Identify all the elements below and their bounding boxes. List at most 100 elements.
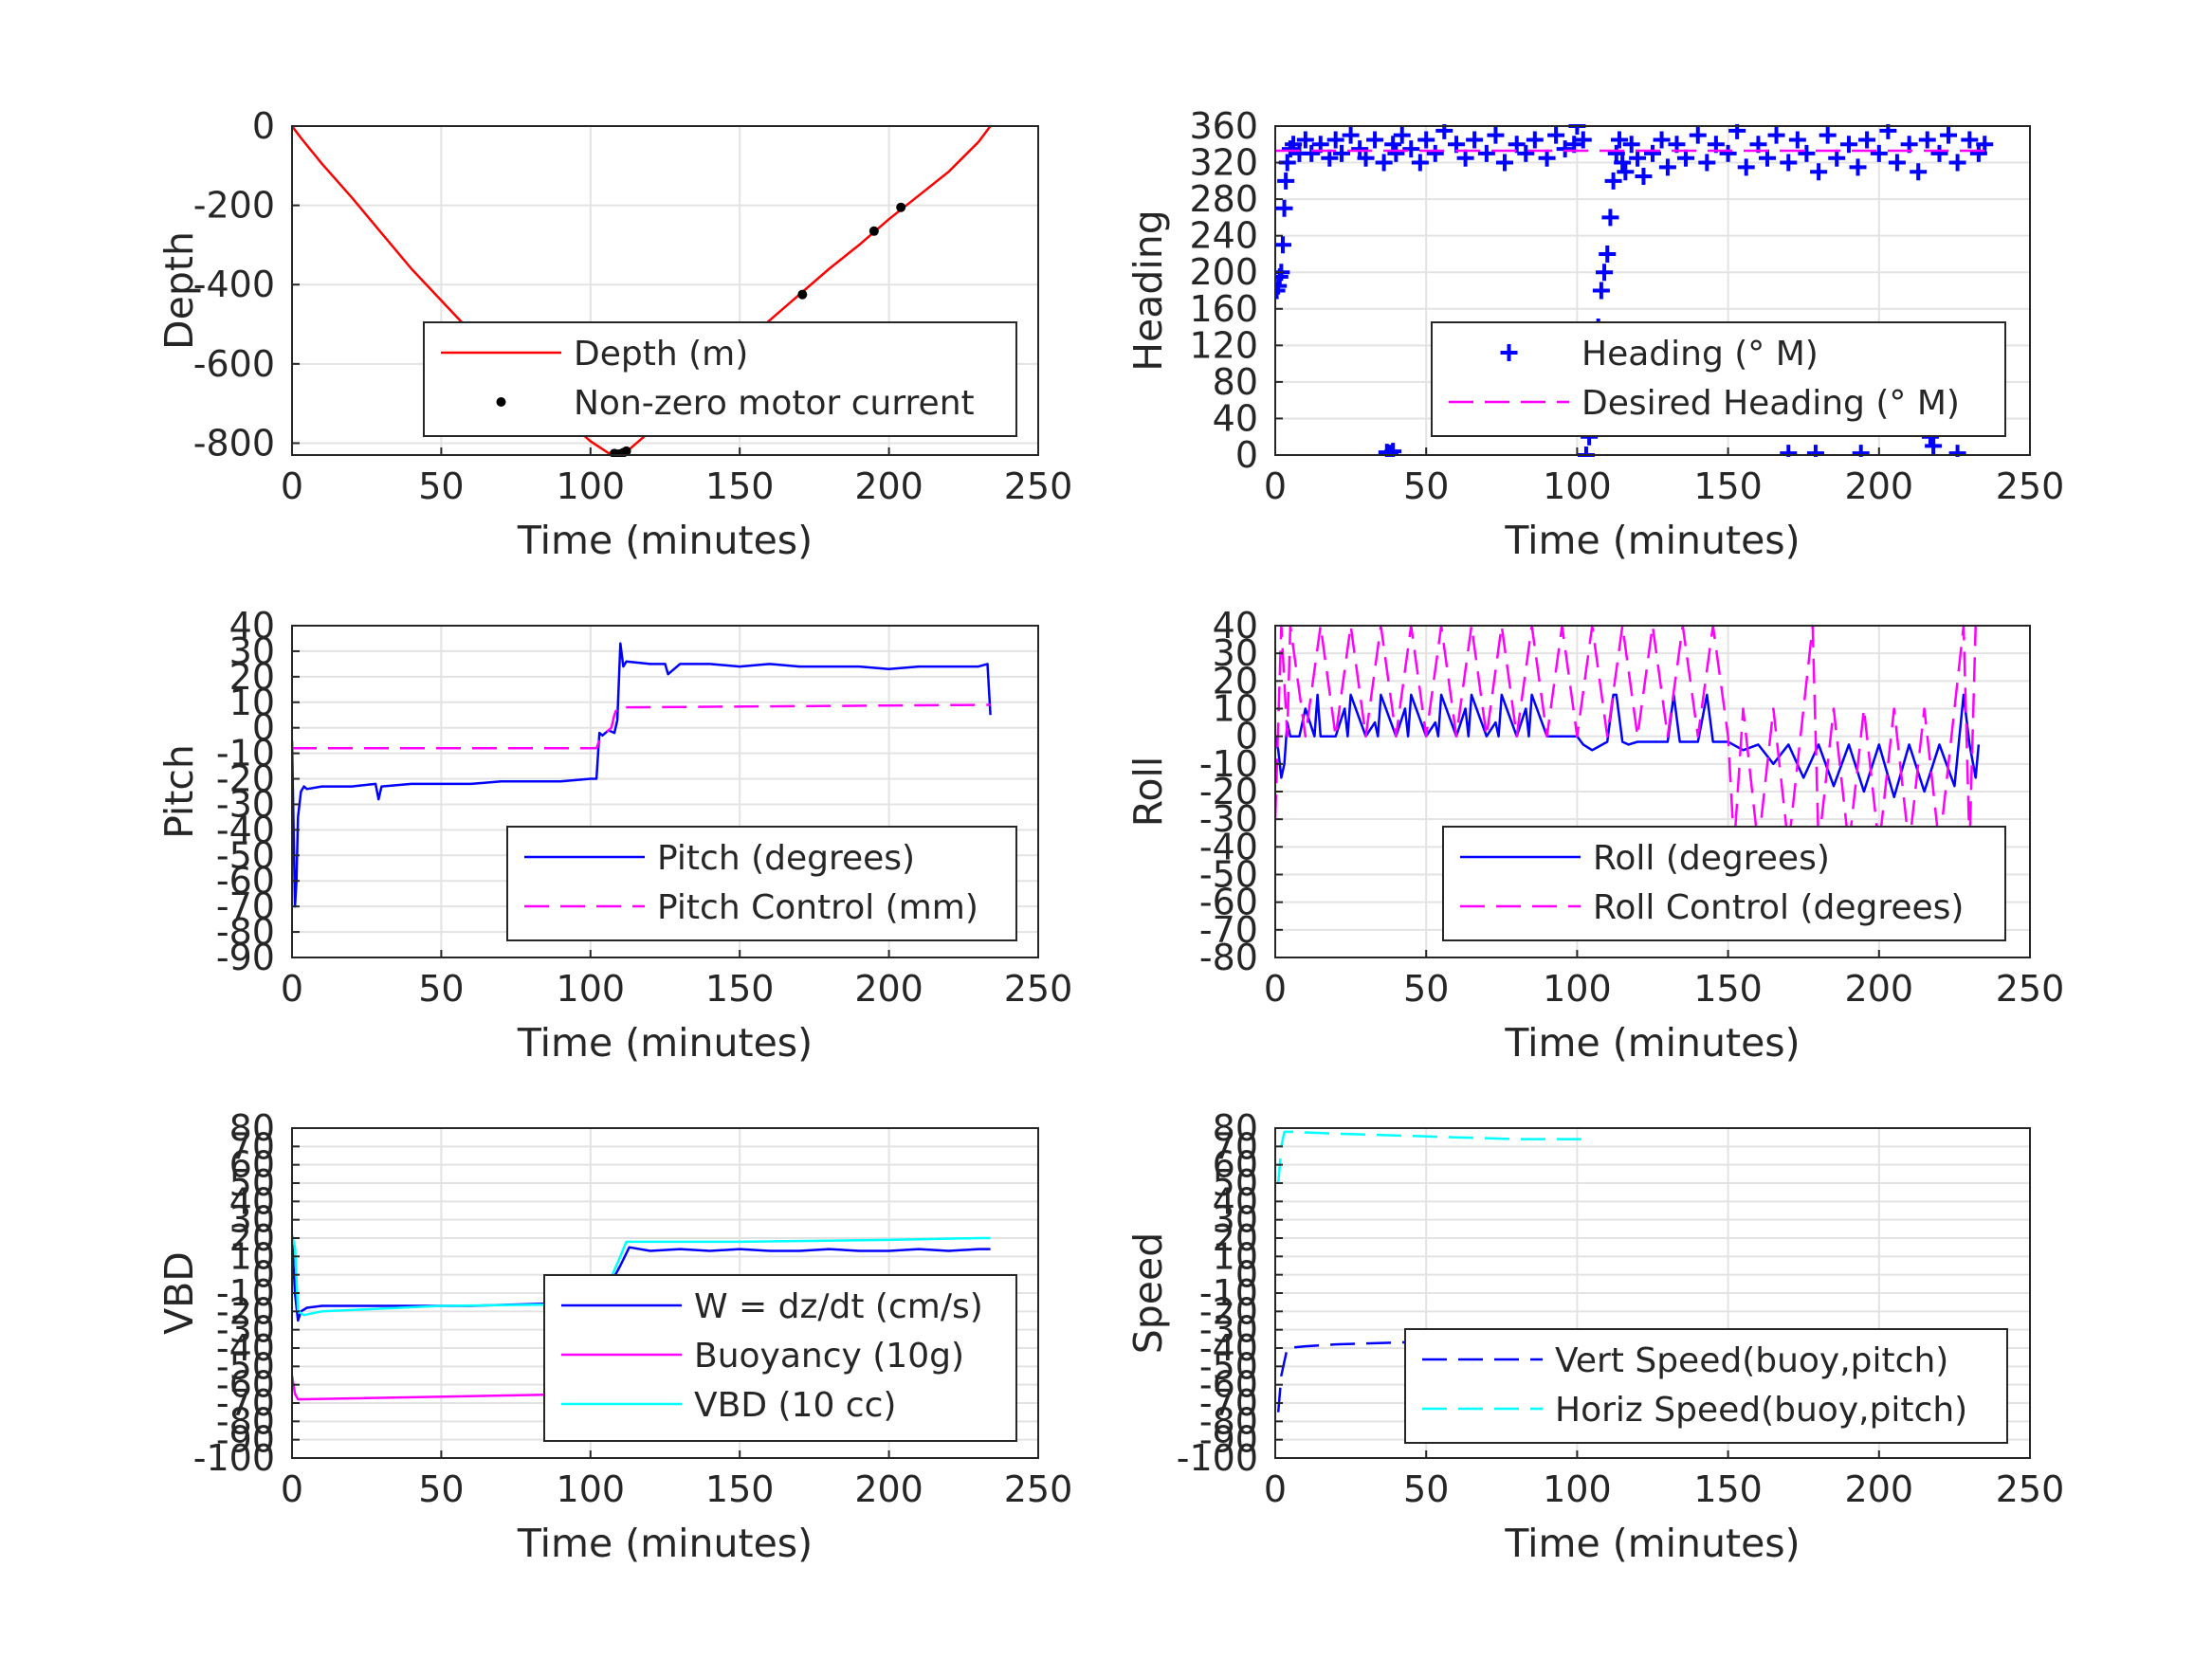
speed-x-tick-label: 150 (1693, 1468, 1763, 1510)
heading-series-0-point (1798, 144, 1816, 162)
heading-legend: Heading (° M) Desired Heading (° M) (1431, 321, 2006, 437)
heading-series-0-point (1592, 282, 1610, 300)
heading-series-0-point (1780, 154, 1798, 172)
heading-series-0-point (1910, 163, 1928, 181)
heading-series-0-point (1858, 131, 1876, 149)
pitch-legend-entry-1-label: Pitch Control (mm) (657, 888, 978, 927)
heading-y-tick-label: 280 (1189, 178, 1258, 220)
depth-x-tick-label: 250 (1004, 465, 1073, 507)
roll-series-1-line (1275, 624, 1977, 848)
pitch-x-tick-label: 250 (1004, 968, 1073, 1010)
heading-x-axis-label: Time (minutes) (1504, 518, 1800, 563)
pitch-data (292, 642, 992, 908)
heading-series-0-point (1839, 136, 1857, 154)
roll-y-tick-label: -80 (1199, 937, 1258, 978)
heading-axes-box (1274, 125, 2031, 456)
heading-series-0-point (1879, 124, 1897, 139)
heading-series-0-point (1326, 131, 1344, 149)
roll-legend-box (1442, 826, 2006, 941)
depth-legend-entry-0-label: Depth (m) (574, 335, 748, 374)
heading-series-0-point (1719, 144, 1737, 162)
depth-legend-entry-1-label: Non-zero motor current (574, 384, 975, 423)
vbd-x-tick-label: 200 (854, 1468, 923, 1510)
pitch-y-tick-label: -20 (216, 758, 275, 800)
heading-series-0-point (1417, 131, 1435, 149)
heading-series-0-point (1948, 445, 1966, 457)
pitch-y-tick-label: -40 (216, 809, 275, 850)
vbd-x-tick-label: 100 (557, 1468, 626, 1510)
vbd-x-tick-label: 0 (281, 1468, 303, 1510)
heading-series-0-point (1393, 126, 1411, 144)
heading-series-0-point (1426, 144, 1444, 162)
pitch-y-tick-label: 30 (229, 630, 275, 672)
speed-legend-box (1404, 1328, 2008, 1444)
vbd-x-tick-label: 50 (418, 1468, 464, 1510)
heading-series-0-point (1296, 131, 1314, 149)
depth-series-1-point (621, 446, 631, 456)
speed-y-tick-label: -50 (1199, 1345, 1258, 1387)
speed-y-tick-label: -60 (1199, 1364, 1258, 1406)
heading-y-tick-label: 80 (1213, 361, 1258, 403)
heading-series-0-point (1767, 126, 1785, 144)
depth-legend-entry-1-marker (496, 397, 506, 407)
vbd-legend-entry-1-label: Buoyancy (10g) (694, 1337, 964, 1376)
roll-legend-entry-0-label: Roll (degrees) (1593, 839, 1830, 878)
heading-x-tick-label: 250 (1996, 465, 2065, 507)
vbd-y-tick-label: 80 (229, 1107, 275, 1149)
pitch-y-tick-label: -30 (216, 783, 275, 825)
vbd-y-tick-label: 0 (252, 1254, 275, 1296)
speed-y-tick-label: 30 (1213, 1199, 1258, 1241)
heading-series-0-point (1275, 199, 1293, 217)
pitch-y-tick-label: -50 (216, 834, 275, 876)
speed-legend-entry-1-label: Horiz Speed(buoy,pitch) (1555, 1391, 1967, 1430)
roll-y-tick-label: 20 (1213, 660, 1258, 702)
speed-y-tick-label: -90 (1199, 1419, 1258, 1461)
heading-series-0-point (1635, 168, 1653, 186)
roll-y-tick-label: 0 (1235, 716, 1258, 757)
vbd-x-axis-label: Time (minutes) (517, 1521, 813, 1566)
depth-y-tick-label: 0 (252, 105, 275, 147)
heading-series-0-point (1487, 126, 1505, 144)
heading-series-0-point (1402, 140, 1420, 158)
speed-x-tick-label: 100 (1543, 1468, 1612, 1510)
pitch-y-tick-label: -60 (216, 860, 275, 902)
heading-series-0-point (1614, 154, 1632, 172)
heading-series-0-point (1610, 131, 1628, 149)
heading-series-0-point (1698, 154, 1716, 172)
heading-series-0-point (1888, 154, 1906, 172)
vbd-x-tick-label: 150 (705, 1468, 775, 1510)
heading-y-tick-label: 120 (1189, 324, 1258, 366)
roll-y-tick-label: -60 (1199, 882, 1258, 923)
roll-x-tick-label: 50 (1403, 968, 1449, 1010)
vbd-legend-entry-0-label: W = dz/dt (cm/s) (694, 1287, 983, 1326)
chart-roll: 0 50 100 150 200 250403020100-10-20-30-40-50-… (1125, 605, 2064, 1066)
pitch-axes-box (291, 625, 1039, 958)
vbd-y-tick-label: -70 (216, 1382, 275, 1424)
chart-speed: 0 50 100 150 200 25080706050403020100-10-20-3… (1125, 1107, 2064, 1566)
depth-x-tick-label: 0 (281, 465, 303, 507)
heading-series-0-point (1456, 149, 1474, 167)
speed-y-tick-label: -10 (1199, 1272, 1258, 1314)
roll-data (1275, 624, 1981, 848)
roll-x-tick-label: 150 (1693, 968, 1763, 1010)
heading-series-0-point (1788, 131, 1806, 149)
pitch-y-tick-label: 20 (229, 656, 275, 698)
heading-series-0-point (1357, 149, 1375, 167)
vbd-y-tick-label: -20 (216, 1290, 275, 1332)
depth-x-tick-label: 150 (705, 465, 775, 507)
roll-x-tick-label: 100 (1543, 968, 1612, 1010)
pitch-legend-entry-0-label: Pitch (degrees) (657, 839, 915, 878)
depth-y-tick-label: -200 (193, 185, 275, 227)
heading-series-0-point (1940, 126, 1958, 144)
depth-x-tick-label: 100 (557, 465, 626, 507)
heading-legend-entry-0-marker (1500, 344, 1518, 361)
speed-x-tick-label: 50 (1403, 1468, 1449, 1510)
pitch-y-tick-label: 0 (252, 707, 275, 749)
speed-y-tick-label: -100 (1177, 1437, 1258, 1479)
roll-y-axis-label: Roll (1125, 757, 1171, 828)
pitch-series-0-line (292, 642, 992, 908)
vbd-y-tick-label: -50 (216, 1345, 275, 1387)
vbd-y-axis-label: VBD (156, 1251, 202, 1335)
speed-y-tick-label: -30 (1199, 1309, 1258, 1351)
heading-legend-entry-1-label: Desired Heading (° M) (1581, 384, 1960, 423)
